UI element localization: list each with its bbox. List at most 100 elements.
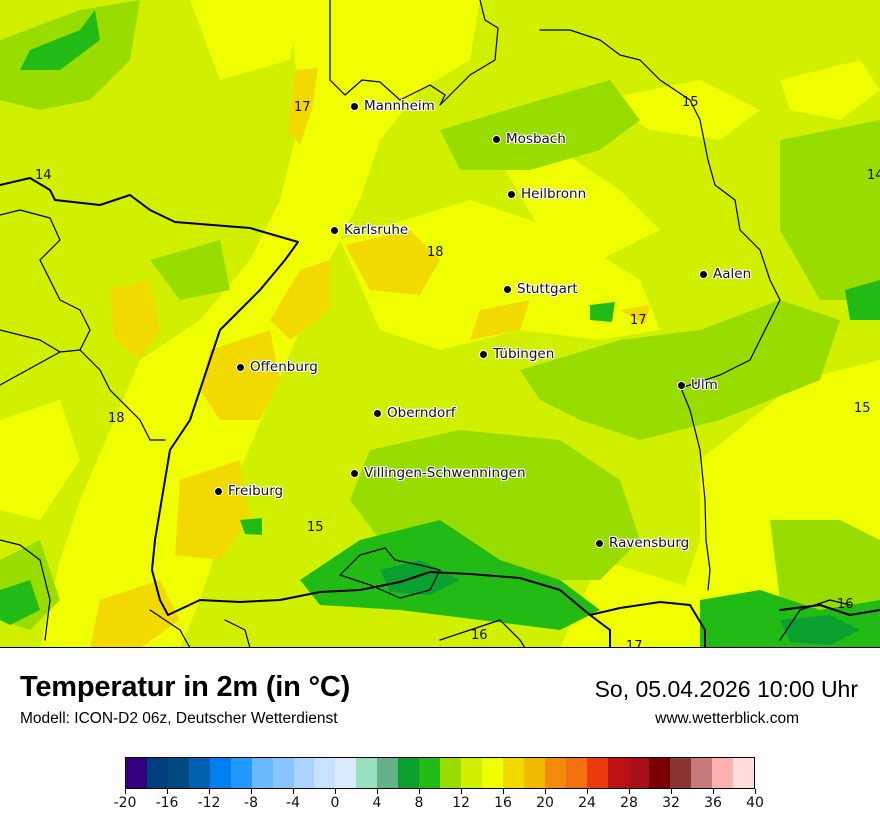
colorbar-segment (712, 758, 734, 788)
city-marker-aalen[interactable]: Aalen (699, 266, 751, 282)
colorbar-segment (335, 758, 357, 788)
temperature-colorbar (125, 757, 755, 789)
colorbar-tick-label: -16 (155, 795, 179, 811)
city-marker-ravensburg[interactable]: Ravensburg (595, 535, 689, 551)
city-marker-freiburg[interactable]: Freiburg (214, 483, 283, 499)
city-marker-mosbach[interactable]: Mosbach (492, 131, 566, 147)
city-dot-icon (214, 486, 223, 496)
city-label: Offenburg (250, 359, 318, 375)
colorbar-tick (586, 789, 588, 794)
colorbar-segment (481, 758, 503, 788)
colorbar-segment (398, 758, 420, 788)
city-marker-stuttgart[interactable]: Stuttgart (503, 281, 578, 297)
city-marker-ulm[interactable]: Ulm (677, 377, 718, 393)
colorbar-segment (167, 758, 189, 788)
colorbar-tick-label: -20 (113, 795, 137, 811)
colorbar-tick (502, 789, 504, 794)
colorbar-ticks: -20 -16 -12 -8 -4 0 4 8 12 16 20 24 28 32 36 40 (114, 789, 764, 819)
colorbar-segment (314, 758, 336, 788)
city-label: Karlsruhe (344, 222, 409, 238)
city-marker-mannheim[interactable]: Mannheim (350, 98, 435, 114)
city-dot-icon (350, 101, 359, 111)
temperature-map[interactable]: Mannheim Mosbach Heilbronn Karlsruhe Stu… (0, 0, 880, 648)
city-marker-karlsruhe[interactable]: Karlsruhe (330, 222, 408, 238)
colorbar-segment (586, 758, 608, 788)
colorbar-tick-label: 16 (494, 795, 512, 811)
city-label: Aalen (713, 266, 752, 282)
temperature-field (0, 0, 880, 647)
colorbar-segment (126, 758, 147, 788)
colorbar-segment (230, 758, 252, 788)
city-label: Freiburg (228, 483, 284, 499)
colorbar-tick (166, 789, 168, 794)
colorbar-segment (733, 758, 755, 788)
colorbar-segment (628, 758, 650, 788)
colorbar-tick (670, 789, 672, 794)
colorbar-tick-label: 24 (578, 795, 596, 811)
colorbar-tick-label: 8 (414, 795, 424, 811)
city-marker-oberndorf[interactable]: Oberndorf (373, 405, 456, 421)
colorbar-segment (293, 758, 315, 788)
contour-label: 17 (294, 100, 311, 115)
colorbar-segment (272, 758, 294, 788)
city-dot-icon (677, 380, 686, 390)
colorbar-tick (292, 789, 294, 794)
model-info: Modell: ICON-D2 06z, Deutscher Wetterdie… (20, 710, 338, 727)
colorbar-segment (377, 758, 399, 788)
contour-label: 16 (837, 597, 854, 612)
city-dot-icon (503, 284, 512, 294)
colorbar-segment (440, 758, 461, 788)
colorbar-segment (691, 758, 713, 788)
contour-label: 15 (854, 401, 871, 416)
colorbar-segment (670, 758, 692, 788)
colorbar-tick (418, 789, 420, 794)
city-dot-icon (236, 362, 245, 372)
colorbar-segment (356, 758, 378, 788)
colorbar-tick (628, 789, 630, 794)
colorbar-tick (544, 789, 546, 794)
city-label: Mannheim (364, 98, 435, 114)
website-link[interactable]: www.wetterblick.com (655, 710, 799, 727)
city-label: Stuttgart (517, 281, 578, 297)
colorbar-tick (712, 789, 714, 794)
chart-title: Temperatur in 2m (in °C) (20, 671, 351, 703)
colorbar-tick-label: 20 (536, 795, 554, 811)
city-label: Oberndorf (387, 405, 456, 421)
colorbar-tick (376, 789, 378, 794)
city-marker-offenburg[interactable]: Offenburg (236, 359, 318, 375)
city-dot-icon (699, 269, 708, 279)
city-dot-icon (373, 408, 382, 418)
colorbar-segment (544, 758, 566, 788)
city-dot-icon (507, 189, 516, 199)
colorbar-segment (419, 758, 441, 788)
city-dot-icon (492, 134, 501, 144)
city-label: Ravensburg (609, 535, 690, 551)
city-dot-icon (350, 468, 359, 478)
colorbar-segment (188, 758, 210, 788)
colorbar-tick-label: -8 (244, 795, 258, 811)
colorbar-tick-label: 0 (330, 795, 340, 811)
colorbar-tick (460, 789, 462, 794)
colorbar-segment (607, 758, 629, 788)
city-marker-tuebingen[interactable]: Tübingen (479, 346, 554, 362)
city-label: Ulm (691, 377, 718, 393)
contour-label: 18 (108, 411, 125, 426)
city-dot-icon (330, 225, 339, 235)
valid-datetime: So, 05.04.2026 10:00 Uhr (594, 676, 858, 702)
city-marker-heilbronn[interactable]: Heilbronn (507, 186, 586, 202)
colorbar-segment (565, 758, 587, 788)
contour-label: 15 (682, 95, 699, 110)
colorbar-tick-label: 4 (372, 795, 382, 811)
colorbar-segment (251, 758, 273, 788)
colorbar-tick (334, 789, 336, 794)
contour-label: 17 (626, 639, 643, 648)
city-label: Villingen-Schwenningen (364, 465, 526, 481)
colorbar-segment (649, 758, 671, 788)
city-marker-villingen-schwenningen[interactable]: Villingen-Schwenningen (350, 465, 526, 481)
colorbar-segment (523, 758, 545, 788)
colorbar-tick-label: 28 (620, 795, 638, 811)
colorbar-tick-label: 40 (746, 795, 764, 811)
colorbar-tick-label: -12 (197, 795, 221, 811)
colorbar-segment (146, 758, 168, 788)
city-dot-icon (479, 349, 488, 359)
